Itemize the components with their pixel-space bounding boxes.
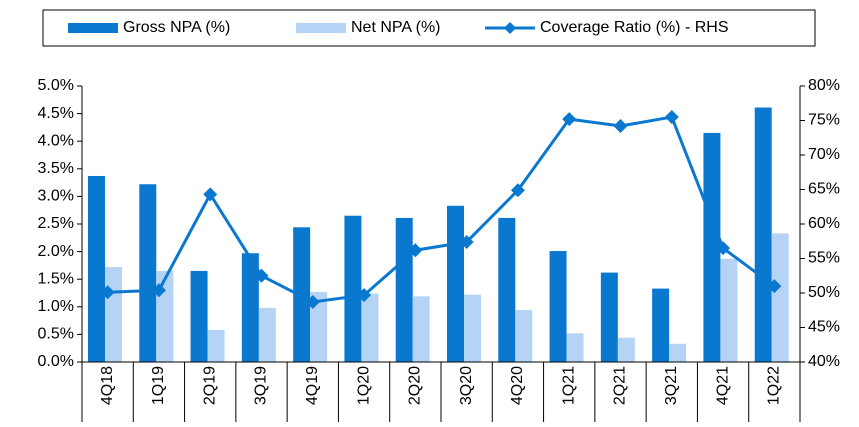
x-tick-label: 4Q20 — [509, 366, 526, 405]
bar — [498, 217, 516, 362]
x-tick-label: 1Q19 — [150, 366, 167, 405]
marker — [305, 294, 320, 309]
bar — [344, 215, 362, 362]
bar — [652, 288, 670, 362]
marker — [459, 234, 474, 249]
marker — [100, 285, 115, 300]
x-tick-label: 4Q21 — [714, 366, 731, 405]
bar — [720, 258, 738, 362]
y-tick-label: 3.5% — [38, 160, 74, 177]
y2-tick-label: 55% — [808, 250, 840, 267]
y2-tick-label: 50% — [808, 284, 840, 301]
x-tick-label: 3Q19 — [253, 366, 270, 405]
x-tick-label: 2Q19 — [201, 366, 218, 405]
legend-label: Net NPA (%) — [351, 19, 441, 36]
marker — [664, 110, 679, 125]
bar — [515, 310, 533, 362]
y2-tick-label: 65% — [808, 181, 840, 198]
y-tick-label: 3.0% — [38, 188, 74, 205]
bar — [105, 267, 122, 362]
x-tick-label: 1Q21 — [560, 366, 577, 405]
bar — [361, 293, 379, 362]
x-tick-label: 2Q21 — [612, 366, 629, 405]
bar — [617, 337, 635, 362]
y-tick-label: 5.0% — [38, 77, 74, 94]
y-tick-label: 4.5% — [38, 105, 74, 122]
y-tick-label: 2.5% — [38, 215, 74, 232]
bar — [447, 205, 464, 362]
bar — [703, 132, 721, 362]
legend-box — [42, 9, 816, 47]
y-tick-label: 1.0% — [38, 298, 74, 315]
bar — [669, 343, 687, 362]
marker — [203, 187, 218, 202]
marker — [562, 112, 577, 127]
bar — [566, 333, 584, 362]
legend-swatch — [504, 22, 516, 34]
bar — [88, 175, 105, 362]
marker — [151, 283, 166, 298]
legend-label: Gross NPA (%) — [123, 19, 230, 36]
y2-tick-label: 75% — [808, 112, 840, 129]
bar — [207, 329, 225, 362]
x-tick-label: 3Q21 — [663, 366, 680, 405]
legend-swatch — [296, 23, 346, 33]
y2-tick-label: 40% — [808, 353, 840, 370]
marker — [613, 119, 628, 134]
marker — [510, 183, 525, 198]
bar — [258, 307, 276, 362]
x-tick-label: 3Q20 — [458, 366, 475, 405]
legend-swatch — [68, 23, 118, 33]
bar — [600, 272, 618, 362]
x-tick-label: 1Q22 — [766, 366, 783, 405]
bar — [190, 270, 208, 362]
bar — [139, 184, 157, 362]
bar — [412, 296, 430, 362]
x-tick-label: 2Q20 — [407, 366, 424, 405]
legend-label: Coverage Ratio (%) - RHS — [540, 19, 729, 36]
line — [107, 115, 776, 304]
marker — [408, 243, 423, 258]
bar — [771, 233, 789, 362]
y2-tick-label: 80% — [808, 77, 840, 94]
y-tick-label: 0.5% — [38, 326, 74, 343]
x-tick-label: 4Q18 — [99, 366, 116, 405]
bar — [395, 217, 413, 362]
y2-tick-label: 70% — [808, 146, 840, 163]
marker — [716, 241, 731, 256]
x-tick-label: 1Q20 — [355, 366, 372, 405]
marker — [357, 288, 372, 303]
y-tick-label: 0.0% — [38, 353, 74, 370]
marker — [767, 279, 782, 294]
y2-tick-label: 60% — [808, 215, 840, 232]
bar — [310, 291, 328, 362]
x-tick-label: 4Q19 — [304, 366, 321, 405]
y2-tick-label: 45% — [808, 319, 840, 336]
marker — [254, 268, 269, 283]
bar — [549, 251, 567, 362]
bar — [241, 253, 259, 362]
y-tick-label: 2.0% — [38, 243, 74, 260]
y-tick-label: 1.5% — [38, 270, 74, 287]
bar — [754, 107, 772, 362]
bar — [464, 294, 481, 362]
y-tick-label: 4.0% — [38, 132, 74, 149]
